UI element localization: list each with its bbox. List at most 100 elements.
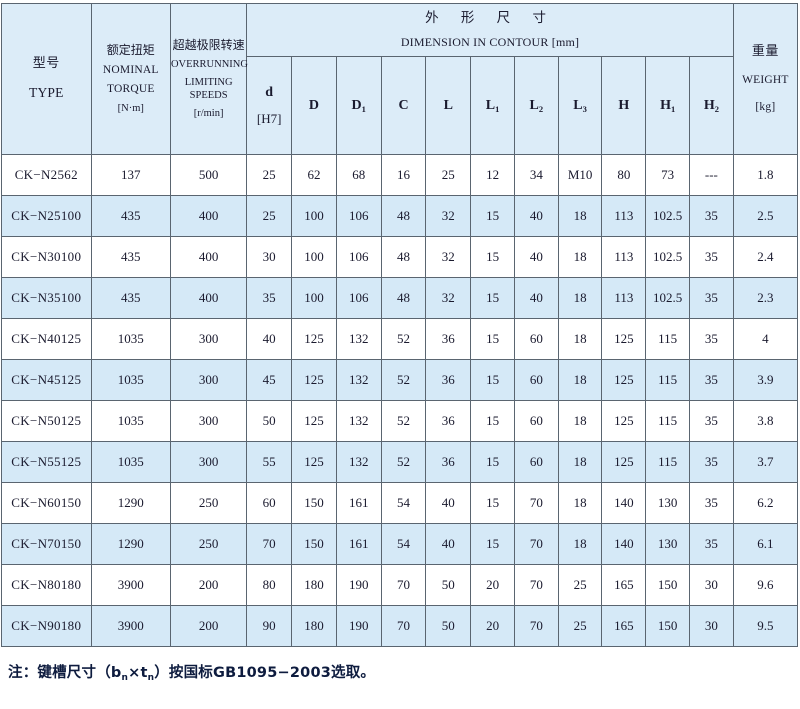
cell-l1: 15 xyxy=(470,400,515,442)
cell-l2: 60 xyxy=(513,359,559,401)
header-cell-weight: 重量 WEIGHT [kg] xyxy=(732,3,799,155)
cell-c: 48 xyxy=(380,236,427,278)
cell-d: 100 xyxy=(291,195,337,237)
cell-d: 100 xyxy=(291,277,337,319)
cell-h: 113 xyxy=(601,277,647,319)
cell-d: 62 xyxy=(291,154,337,196)
cell-d: 25 xyxy=(246,195,293,237)
cell-l1: 15 xyxy=(470,195,515,237)
cell-l: 40 xyxy=(425,482,472,524)
symbol-L1-base: L xyxy=(485,97,496,113)
header-torque-unit: [N·m] xyxy=(117,102,144,114)
cell-nominal-torque: 435 xyxy=(90,236,171,278)
cell-h1: 150 xyxy=(645,605,691,647)
symbol-H2: H2 xyxy=(704,98,719,114)
table-row: CK−N80180 3900 200 80 180 190 70 50 20 70 25 165 150… xyxy=(1,564,799,606)
cell-l: 50 xyxy=(425,605,472,647)
header-symbol-H2: H2 xyxy=(689,56,734,155)
cell-l: 36 xyxy=(425,318,472,360)
cell-h2: 35 xyxy=(689,318,734,360)
cell-d: 35 xyxy=(246,277,293,319)
header-symbol-H1: H1 xyxy=(645,56,691,155)
cell-nominal-torque: 1290 xyxy=(90,482,171,524)
cell-overrunning-limiting-speeds: 400 xyxy=(169,195,248,237)
cell-d: 180 xyxy=(291,605,337,647)
cell-l3: 18 xyxy=(557,236,603,278)
footnote-sub-2: n xyxy=(147,673,155,683)
cell-l1: 20 xyxy=(470,564,515,606)
symbol-H1-sub: 1 xyxy=(670,103,676,114)
cell-h1: 115 xyxy=(645,441,691,483)
symbol-L3: L3 xyxy=(573,97,587,114)
cell-weight: 6.1 xyxy=(732,523,799,565)
cell-overrunning-limiting-speeds: 300 xyxy=(169,318,248,360)
cell-h: 125 xyxy=(601,318,647,360)
cell-d: 150 xyxy=(291,523,337,565)
cell-l1: 15 xyxy=(470,277,515,319)
footnote-part-2: ×t xyxy=(128,665,148,681)
cell-h1: 130 xyxy=(645,482,691,524)
cell-d: 180 xyxy=(291,564,337,606)
cell-type: CK−N45125 xyxy=(1,359,92,401)
cell-c: 52 xyxy=(380,441,427,483)
cell-nominal-torque: 1290 xyxy=(90,523,171,565)
cell-nominal-torque: 3900 xyxy=(90,605,171,647)
cell-h2: 35 xyxy=(689,236,734,278)
cell-c: 52 xyxy=(380,400,427,442)
cell-type: CK−N60150 xyxy=(1,482,92,524)
symbol-D-base: D xyxy=(308,97,320,113)
cell-d1: 106 xyxy=(335,277,382,319)
cell-l: 36 xyxy=(425,441,472,483)
cell-l1: 15 xyxy=(470,523,515,565)
cell-h2: 35 xyxy=(689,277,734,319)
symbol-L3-sub: 3 xyxy=(582,103,587,114)
cell-h2: 35 xyxy=(689,441,734,483)
cell-l2: 70 xyxy=(513,523,559,565)
footnote-text: 键槽尺寸（bn×tn）按国标GB1095−2003选取。 xyxy=(37,665,375,683)
cell-nominal-torque: 1035 xyxy=(90,400,171,442)
symbol-H-base: H xyxy=(618,97,630,113)
header-symbol-L2: L2 xyxy=(513,56,559,155)
header-cell-dimension-group: 外 形 尺 寸 DIMENSION IN CONTOUR [mm] xyxy=(246,3,734,57)
spec-sheet-page: 型号 TYPE 额定扭矩 NOMINAL TORQUE [N·m] 超越极限转速… xyxy=(0,3,800,709)
cell-l: 32 xyxy=(425,236,472,278)
cell-h1: 115 xyxy=(645,359,691,401)
table-row: CK−N2562 137 500 25 62 68 16 25 12 34 M10 80 73 --- 1.… xyxy=(1,154,799,196)
cell-type: CK−N55125 xyxy=(1,441,92,483)
cell-weight: 1.8 xyxy=(732,154,799,196)
cell-h2: 35 xyxy=(689,482,734,524)
cell-type: CK−N70150 xyxy=(1,523,92,565)
table-row: CK−N25100 435 400 25 100 106 48 32 15 40 18 113 102.… xyxy=(1,195,799,237)
cell-l: 36 xyxy=(425,400,472,442)
cell-h: 140 xyxy=(601,482,647,524)
cell-h1: 115 xyxy=(645,400,691,442)
header-speed-cn: 超越极限转速 xyxy=(172,37,245,52)
cell-overrunning-limiting-speeds: 400 xyxy=(169,277,248,319)
header-symbol-L1: L1 xyxy=(470,56,515,155)
cell-c: 54 xyxy=(380,482,427,524)
cell-l: 25 xyxy=(425,154,472,196)
cell-h: 165 xyxy=(601,564,647,606)
cell-d1: 132 xyxy=(335,318,382,360)
cell-overrunning-limiting-speeds: 300 xyxy=(169,400,248,442)
cell-l3: 18 xyxy=(557,277,603,319)
cell-h: 125 xyxy=(601,441,647,483)
header-weight-cn: 重量 xyxy=(751,43,779,59)
symbol-L3-base: L xyxy=(573,97,583,113)
table-body: CK−N2562 137 500 25 62 68 16 25 12 34 M10 80 73 --- 1.… xyxy=(1,154,799,647)
cell-d1: 68 xyxy=(335,154,382,196)
cell-l: 32 xyxy=(425,277,472,319)
cell-l2: 40 xyxy=(513,236,559,278)
header-cell-overrunning-speed: 超越极限转速 OVERRUNNING LIMITING SPEEDS [r/mi… xyxy=(169,3,248,155)
cell-l2: 70 xyxy=(513,482,559,524)
header-symbol-H: H xyxy=(601,56,647,155)
cell-d: 60 xyxy=(246,482,293,524)
cell-d: 125 xyxy=(291,359,337,401)
cell-h: 80 xyxy=(601,154,647,196)
cell-h1: 73 xyxy=(645,154,691,196)
cell-l1: 15 xyxy=(470,359,515,401)
cell-d: 70 xyxy=(246,523,293,565)
header-dimension-cn: 外 形 尺 寸 xyxy=(425,10,555,27)
header-symbol-D1: D1 xyxy=(335,56,382,155)
table-row: CK−N90180 3900 200 90 180 190 70 50 20 70 25 165 150… xyxy=(1,605,799,647)
